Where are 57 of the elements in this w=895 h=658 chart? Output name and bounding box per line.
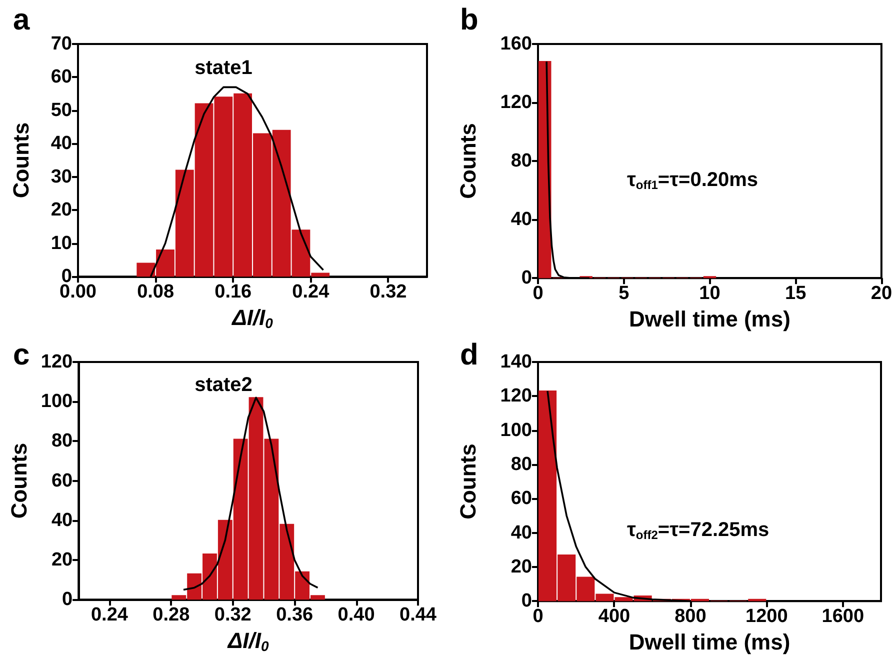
- y-axis-title: Counts: [8, 122, 34, 198]
- y-tick-label: 40: [510, 209, 532, 230]
- y-tick-label: 120: [500, 92, 532, 114]
- x-tick-label: 800: [674, 606, 706, 628]
- x-tick-label: 1600: [822, 606, 864, 628]
- y-tick-label: 0: [521, 268, 532, 289]
- chart-title: c: [13, 338, 30, 372]
- chart-title: d: [460, 338, 478, 372]
- x-tick-label: 0.24: [90, 604, 128, 626]
- x-tick-label: 0.08: [137, 282, 174, 303]
- y-tick-label: 120: [500, 386, 532, 407]
- y-axis-title: Counts: [456, 123, 480, 199]
- x-tick-label: 400: [598, 606, 630, 628]
- y-tick-label: 50: [50, 100, 72, 121]
- annotation: state2: [194, 374, 252, 396]
- y-tick-label: 40: [50, 133, 72, 154]
- x-tick-label: 0.36: [276, 604, 314, 626]
- y-tick-label: 20: [50, 200, 72, 221]
- x-tick-label: 1200: [746, 606, 788, 628]
- x-tick-label: 0.44: [400, 604, 437, 626]
- y-tick-label: 40: [510, 522, 532, 544]
- y-tick-label: 20: [510, 556, 532, 578]
- y-tick-label: 100: [40, 391, 73, 412]
- y-tick-label: 140: [500, 352, 532, 372]
- x-tick-label: 0.40: [338, 604, 375, 626]
- y-tick-label: 0: [62, 589, 73, 610]
- chart-title: a: [13, 4, 30, 36]
- y-axis-title: Counts: [6, 442, 32, 519]
- y-tick-label: 40: [51, 510, 73, 531]
- annotation: state1: [194, 57, 252, 79]
- x-tick-label: 20: [870, 283, 892, 304]
- x-tick-label: 0.32: [370, 282, 407, 303]
- y-tick-label: 60: [50, 66, 72, 88]
- y-tick-label: 120: [40, 352, 73, 372]
- y-tick-label: 60: [51, 470, 73, 492]
- y-tick-label: 80: [510, 150, 532, 172]
- x-tick-label: 15: [785, 283, 807, 304]
- y-axis-title: Counts: [456, 444, 480, 520]
- y-tick-label: 80: [51, 430, 73, 452]
- chart-title: b: [460, 4, 478, 36]
- x-tick-label: 5: [618, 283, 630, 304]
- y-tick-label: 0: [521, 590, 532, 612]
- x-axis-title: Dwell time (ms): [628, 630, 790, 654]
- x-tick-label: 10: [699, 283, 720, 304]
- x-axis-title: Dwell time (ms): [629, 306, 790, 332]
- y-tick-label: 60: [510, 488, 532, 510]
- x-tick-label: 0.16: [214, 282, 252, 303]
- y-tick-label: 80: [510, 454, 532, 475]
- x-tick-label: 0.32: [214, 604, 252, 626]
- y-tick-label: 100: [500, 420, 532, 441]
- y-tick-label: 160: [500, 34, 532, 54]
- y-tick-label: 70: [50, 34, 72, 54]
- x-tick-label: 0.28: [152, 604, 190, 626]
- y-tick-label: 20: [51, 550, 73, 570]
- x-tick-label: 0.24: [292, 282, 330, 303]
- y-tick-label: 30: [50, 166, 72, 188]
- y-tick-label: 10: [50, 232, 72, 254]
